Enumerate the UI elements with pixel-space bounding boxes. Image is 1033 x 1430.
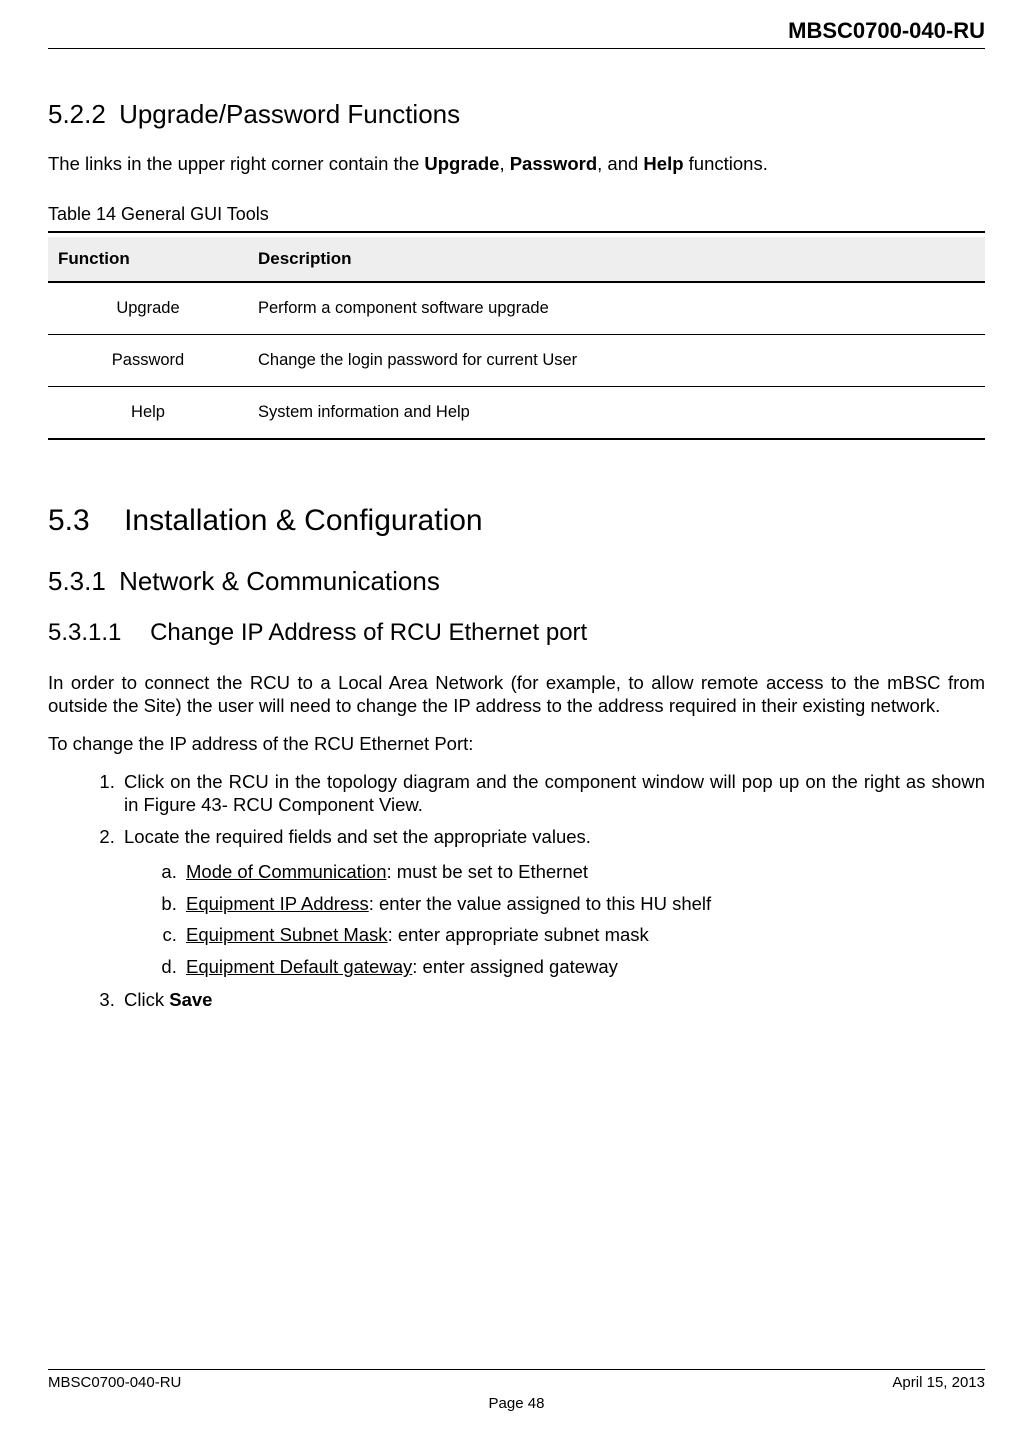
page-header: MBSC0700-040-RU [48,18,985,49]
heading-5-3: 5.3 Installation & Configuration [48,504,985,538]
heading-5-2-2-title: Upgrade/Password Functions [119,99,460,129]
cell-function: Upgrade [48,282,248,335]
heading-5-2-2: 5.2.2 Upgrade/Password Functions [48,99,985,130]
table-14: Function Description Upgrade Perform a c… [48,237,985,440]
substep-d-term: Equipment Default gateway [186,956,412,977]
cell-description: Change the login password for current Us… [248,334,985,386]
substep-c: Equipment Subnet Mask: enter appropriate… [182,922,985,948]
text: , and [597,153,643,174]
heading-5-3-1-title: Network & Communications [119,566,440,596]
bold-password: Password [510,153,597,174]
step-1-text: Click on the RCU in the topology diagram… [124,771,985,816]
para-5-3-1-1-a: In order to connect the RCU to a Local A… [48,671,985,718]
substep-b-term: Equipment IP Address [186,893,369,914]
cell-description: System information and Help [248,386,985,439]
step-3-bold: Save [169,989,212,1010]
table-row: Help System information and Help [48,386,985,439]
bold-help: Help [643,153,683,174]
substep-b-text: : enter the value assigned to this HU sh… [369,893,711,914]
footer-date: April 15, 2013 [892,1374,985,1391]
step-2: Locate the required fields and set the a… [120,825,985,980]
substep-c-term: Equipment Subnet Mask [186,924,388,945]
table-14-caption: Table 14 General GUI Tools [48,204,985,233]
cell-description: Perform a component software upgrade [248,282,985,335]
substep-b: Equipment IP Address: enter the value as… [182,891,985,917]
page: MBSC0700-040-RU 5.2.2 Upgrade/Password F… [0,0,1033,1430]
heading-5-3-1-1-num: 5.3.1.1 [48,619,121,647]
text: The links in the upper right corner cont… [48,153,424,174]
heading-5-3-1-1-title: Change IP Address of RCU Ethernet port [150,619,587,646]
page-footer: MBSC0700-040-RU April 15, 2013 Page 48 [48,1369,985,1412]
footer-page-number: Page 48 [48,1395,985,1412]
step-1: Click on the RCU in the topology diagram… [120,770,985,817]
substep-c-text: : enter appropriate subnet mask [388,924,649,945]
th-function: Function [48,237,248,282]
heading-5-2-2-num: 5.2.2 [48,99,106,130]
text: functions. [684,153,768,174]
cell-function: Password [48,334,248,386]
heading-5-3-1: 5.3.1 Network & Communications [48,566,985,597]
text: , [499,153,509,174]
cell-function: Help [48,386,248,439]
heading-5-3-num: 5.3 [48,504,90,538]
table-row: Password Change the login password for c… [48,334,985,386]
para-5-3-1-1-b: To change the IP address of the RCU Ethe… [48,732,985,756]
th-description: Description [248,237,985,282]
substep-a-text: : must be set to Ethernet [387,861,589,882]
substeps-list: Mode of Communication: must be set to Et… [124,859,985,981]
substep-d-text: : enter assigned gateway [412,956,618,977]
page-content: 5.2.2 Upgrade/Password Functions The lin… [48,99,985,1369]
table-header-row: Function Description [48,237,985,282]
step-3-pre: Click [124,989,169,1010]
substep-a: Mode of Communication: must be set to Et… [182,859,985,885]
header-doc-code: MBSC0700-040-RU [788,18,985,43]
heading-5-3-1-1: 5.3.1.1 Change IP Address of RCU Etherne… [48,619,985,647]
table-row: Upgrade Perform a component software upg… [48,282,985,335]
intro-5-2-2: The links in the upper right corner cont… [48,152,985,176]
step-2-text: Locate the required fields and set the a… [124,826,591,847]
step-3: Click Save [120,988,985,1012]
bold-upgrade: Upgrade [424,153,499,174]
substep-d: Equipment Default gateway: enter assigne… [182,954,985,980]
heading-5-3-1-num: 5.3.1 [48,566,106,597]
footer-row: MBSC0700-040-RU April 15, 2013 [48,1374,985,1391]
heading-5-3-title: Installation & Configuration [124,504,483,537]
footer-doc-code: MBSC0700-040-RU [48,1374,181,1391]
steps-list: Click on the RCU in the topology diagram… [48,770,985,1012]
substep-a-term: Mode of Communication [186,861,387,882]
